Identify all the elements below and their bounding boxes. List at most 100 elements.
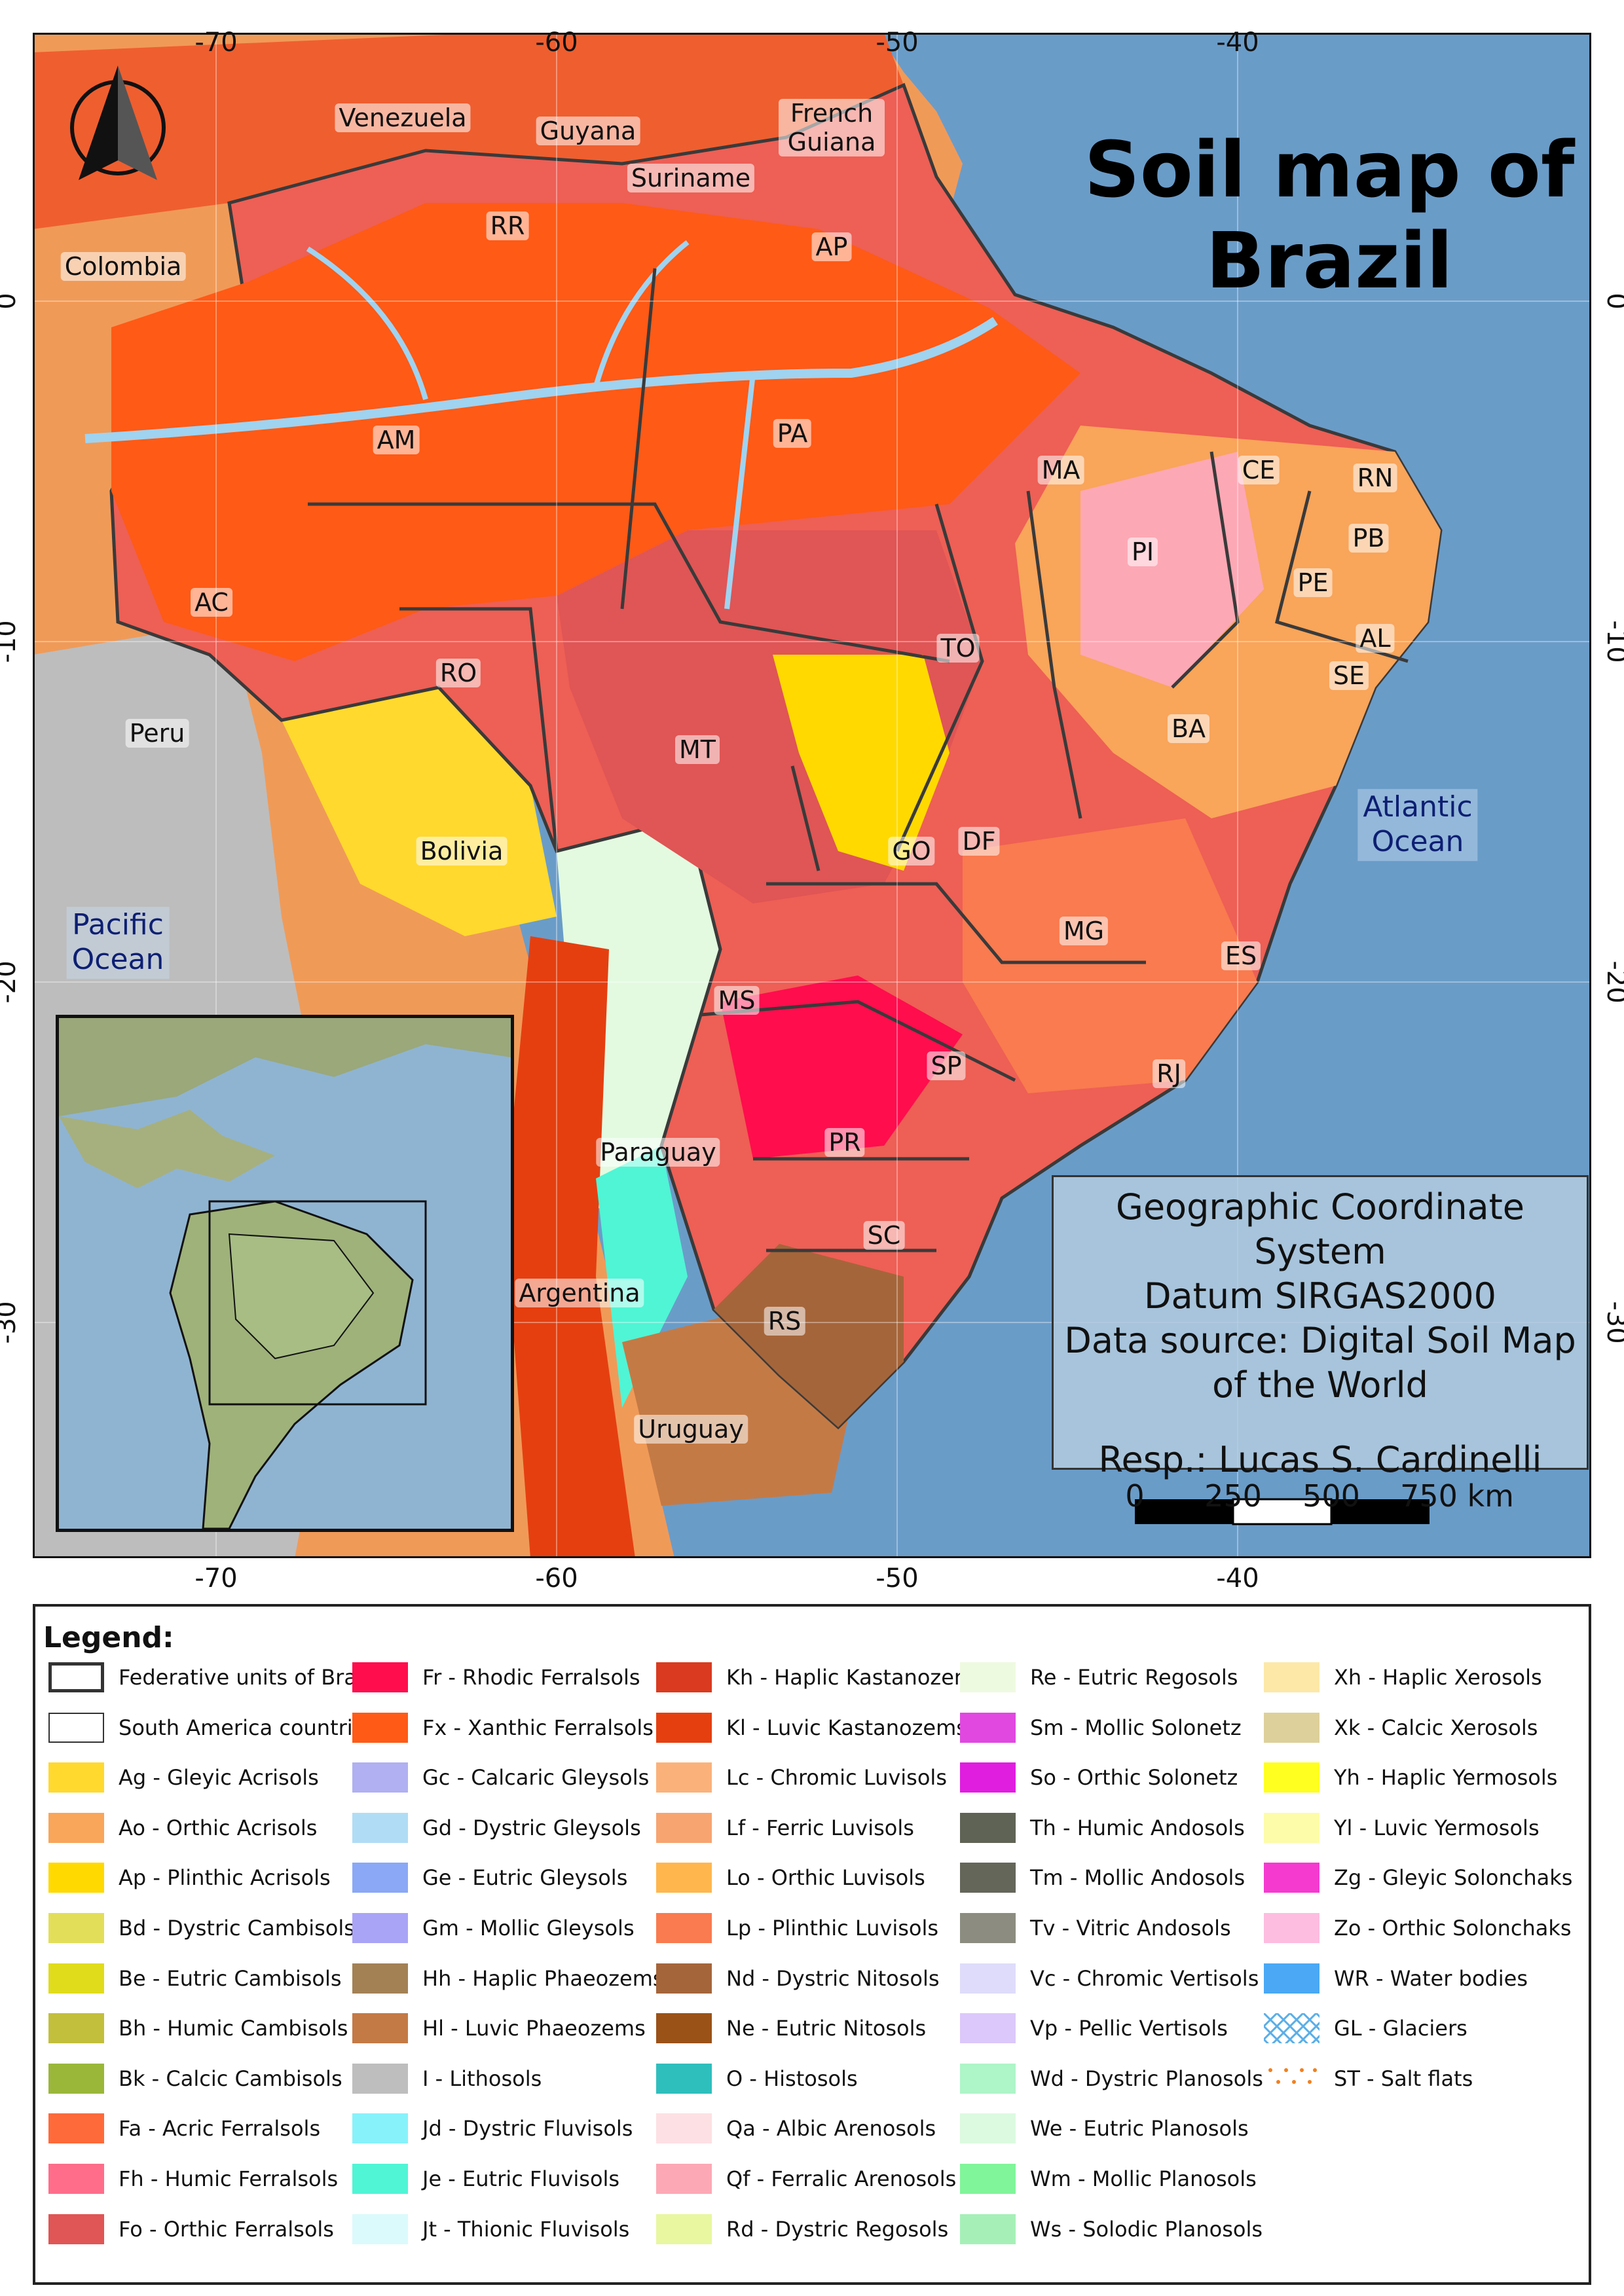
legend-item: Tv - Vitric Andosols <box>960 1910 1231 1946</box>
state-label: PB <box>1348 524 1389 553</box>
legend-swatch <box>352 1762 408 1793</box>
country-label: Paraguay <box>596 1138 720 1167</box>
legend-label: Gm - Mollic Gleysols <box>422 1916 635 1941</box>
state-label: AL <box>1356 624 1395 653</box>
legend-swatch <box>656 1963 712 1994</box>
legend-item: Lf - Ferric Luvisols <box>656 1810 914 1846</box>
lon-tick-bottom: -40 <box>1216 1563 1259 1594</box>
legend-item: Wd - Dystric Planosols <box>960 2060 1263 2097</box>
state-label: MT <box>675 735 720 764</box>
legend-label: Xh - Haplic Xerosols <box>1334 1665 1542 1690</box>
ocean-label-line: Ocean <box>1371 825 1464 858</box>
ocean-label-line: Pacific <box>72 908 164 942</box>
legend-label: Fh - Humic Ferralsols <box>119 2166 339 2191</box>
legend-item: Ge - Eutric Gleysols <box>352 1859 627 1896</box>
legend-item: Gm - Mollic Gleysols <box>352 1910 635 1946</box>
legend-label: Xk - Calcic Xerosols <box>1334 1715 1538 1740</box>
lon-tick-bottom: -60 <box>535 1563 578 1594</box>
argentina-fluvisols <box>596 1146 688 1408</box>
legend-label: Lc - Chromic Luvisols <box>726 1765 947 1791</box>
map-frame: -70 -60 -50 -40 -70 -60 -50 -40 0 -10 -2… <box>0 27 1624 1594</box>
lat-tick-left: 0 <box>0 293 22 309</box>
scale-label: 0 <box>1125 1478 1145 1514</box>
metadata-box: Geographic Coordinate System Datum SIRGA… <box>1052 1175 1589 1480</box>
legend-item: Hh - Haplic Phaeozems <box>352 1960 664 1997</box>
legend-swatch <box>48 1762 104 1793</box>
state-label: CE <box>1238 456 1280 484</box>
legend-item: Yl - Luvic Yermosols <box>1264 1810 1540 1846</box>
legend-item: Rd - Dystric Regosols <box>656 2211 948 2248</box>
state-label: GO <box>888 837 935 866</box>
legend-swatch <box>1264 1913 1320 1943</box>
state-label: RO <box>435 659 481 687</box>
legend-label: Bh - Humic Cambisols <box>119 2016 348 2041</box>
legend-swatch <box>960 1762 1016 1793</box>
legend: Legend: Federative units of Brazil South … <box>33 1604 1591 2285</box>
legend-item: Fa - Acric Ferralsols <box>48 2110 320 2147</box>
state-label: AP <box>811 232 852 261</box>
lon-tick-top: -40 <box>1216 27 1259 58</box>
state-label: RJ <box>1153 1059 1185 1088</box>
legend-swatch <box>656 2164 712 2194</box>
lat-tick-right: -10 <box>1601 620 1624 663</box>
country-label: Colombia <box>60 252 186 281</box>
legend-swatch <box>1264 1812 1320 1843</box>
legend-item: Yh - Haplic Yermosols <box>1264 1759 1557 1796</box>
legend-swatch <box>656 2063 712 2094</box>
legend-item: Xh - Haplic Xerosols <box>1264 1659 1542 1696</box>
country-label: Uruguay <box>634 1415 748 1444</box>
legend-label: Tm - Mollic Andosols <box>1030 1865 1246 1891</box>
legend-label: We - Eutric Planosols <box>1030 2116 1249 2141</box>
legend-label: Yh - Haplic Yermosols <box>1334 1765 1558 1791</box>
legend-label: Qf - Ferralic Arenosols <box>726 2166 957 2191</box>
state-label: AC <box>191 588 232 617</box>
legend-swatch <box>352 1712 408 1743</box>
legend-item: Xk - Calcic Xerosols <box>1264 1709 1538 1746</box>
legend-swatch <box>960 1812 1016 1843</box>
legend-swatch <box>656 2214 712 2244</box>
legend-label: Re - Eutric Regosols <box>1030 1665 1238 1690</box>
legend-label: Ao - Orthic Acrisols <box>119 1815 318 1840</box>
lon-tick-bottom: -50 <box>876 1563 919 1594</box>
legend-label: Jd - Dystric Fluvisols <box>422 2116 633 2141</box>
lon-tick-top: -70 <box>194 27 238 58</box>
legend-swatch <box>656 2113 712 2144</box>
map-title: Soil map of Brazil <box>1041 124 1617 306</box>
lat-tick-right: -30 <box>1601 1301 1624 1344</box>
legend-label: Ne - Eutric Nitosols <box>726 2016 927 2041</box>
legend-swatch <box>1264 2013 1320 2044</box>
legend-swatch <box>48 2214 104 2244</box>
legend-item: Jd - Dystric Fluvisols <box>352 2110 633 2147</box>
north-arrow-icon <box>70 65 166 180</box>
legend-swatch <box>48 1812 104 1843</box>
legend-swatch <box>352 1863 408 1893</box>
country-label: Argentina <box>515 1279 644 1307</box>
legend-label: Bk - Calcic Cambisols <box>119 2066 342 2091</box>
legend-label: Wd - Dystric Planosols <box>1030 2066 1263 2091</box>
legend-item: Ws - Solodic Planosols <box>960 2211 1263 2248</box>
legend-label: Tv - Vitric Andosols <box>1030 1916 1231 1941</box>
state-label: DF <box>958 827 1000 856</box>
legend-label: Th - Humic Andosols <box>1030 1815 1245 1840</box>
ocean-label-atlantic: Atlantic Ocean <box>1357 789 1478 861</box>
legend-swatch <box>48 2113 104 2144</box>
piaui-arenosols <box>1080 452 1264 687</box>
legend-item: Zo - Orthic Solonchaks <box>1264 1910 1572 1946</box>
legend-item: O - Histosols <box>656 2060 858 2097</box>
source-text-cont: of the World <box>1212 1364 1428 1406</box>
legend-label: Fr - Rhodic Ferralsols <box>422 1665 640 1690</box>
state-label: SC <box>863 1221 905 1250</box>
map-title-line: Brazil <box>1206 215 1453 306</box>
legend-label: Hh - Haplic Phaeozems <box>422 1965 664 1991</box>
legend-item: We - Eutric Planosols <box>960 2110 1249 2147</box>
legend-swatch <box>960 1712 1016 1743</box>
ocean-label-pacific: Pacific Ocean <box>66 907 170 979</box>
legend-label: Nd - Dystric Nitosols <box>726 1965 940 1991</box>
legend-item: Qa - Albic Arenosols <box>656 2110 936 2147</box>
legend-label: Vc - Chromic Vertisols <box>1030 1965 1259 1991</box>
legend-swatch <box>48 2063 104 2094</box>
legend-swatch <box>352 2164 408 2194</box>
legend-swatch <box>960 1863 1016 1893</box>
inset-locator-map <box>56 1015 514 1532</box>
country-label: Guyana <box>536 117 640 145</box>
